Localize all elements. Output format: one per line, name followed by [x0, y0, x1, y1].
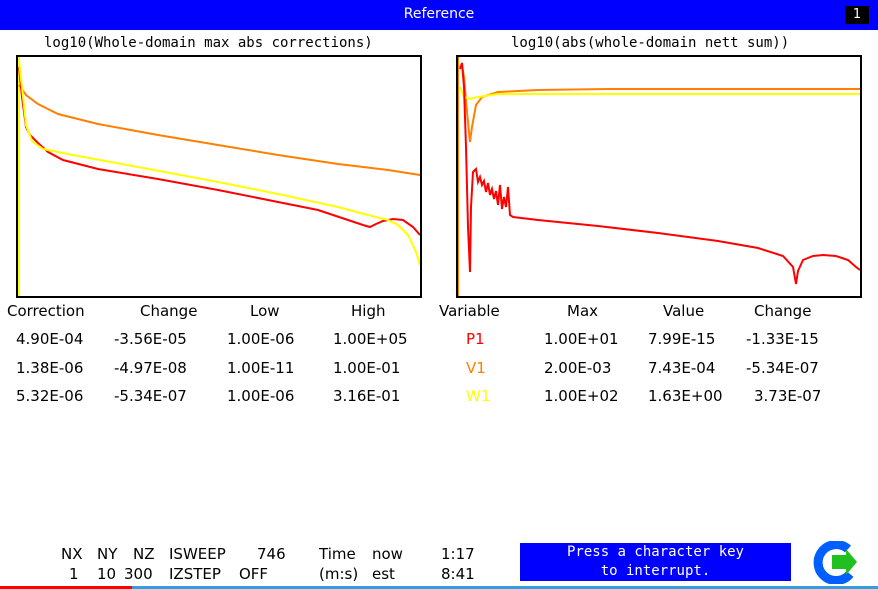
- interrupt-message-line1: Press a character key: [566, 544, 744, 560]
- status-isweep-value: 746: [257, 545, 286, 563]
- corrections-cell: -5.34E-07: [114, 387, 187, 405]
- right-series-yellow: [459, 86, 860, 101]
- corrections-cell: -3.56E-05: [114, 330, 187, 348]
- corrections-cell: 1.00E-06: [227, 330, 295, 348]
- status-nz-label: NZ: [133, 545, 155, 563]
- variable-max: 1.00E+02: [544, 387, 619, 405]
- phoenics-logo-icon: [812, 540, 858, 585]
- status-now-label: now: [372, 545, 403, 563]
- status-izstep-value: OFF: [239, 565, 269, 583]
- variable-change: -1.33E-15: [746, 330, 819, 348]
- status-nx-label: NX: [61, 545, 83, 563]
- bottom-line-blue: [132, 586, 878, 589]
- corrections-cell: 1.00E-06: [227, 387, 295, 405]
- status-now-value: 1:17: [441, 545, 475, 563]
- window-title: Reference: [403, 6, 475, 22]
- status-izstep-label: IZSTEP: [169, 565, 221, 583]
- corrections-cell: -4.97E-08: [114, 359, 187, 377]
- interrupt-message-line2: to interrupt.: [600, 563, 711, 579]
- variable-name-w1: W1: [466, 387, 491, 405]
- left-series-yellow: [18, 61, 420, 266]
- status-isweep-label: ISWEEP: [169, 545, 226, 563]
- left-series-red: [18, 66, 420, 236]
- corrections-header-correction: Correction: [7, 302, 85, 320]
- corrections-cell: 3.16E-01: [333, 387, 401, 405]
- corrections-header-change: Change: [140, 302, 198, 320]
- variables-header-value: Value: [663, 302, 705, 320]
- variable-change: 3.73E-07: [754, 387, 822, 405]
- corrections-cell: 1.38E-06: [16, 359, 84, 377]
- left-series-orange: [18, 84, 420, 176]
- status-time-label: Time: [319, 545, 356, 563]
- variables-header-max: Max: [567, 302, 599, 320]
- variable-max: 1.00E+01: [544, 330, 619, 348]
- variable-name-p1: P1: [466, 330, 485, 348]
- left-plot-title: log10(Whole-domain max abs corrections): [44, 35, 373, 51]
- right-series-red: [459, 62, 860, 285]
- variable-value: 7.99E-15: [648, 330, 716, 348]
- right-series-orange: [459, 62, 860, 143]
- corrections-cell: 1.00E-01: [333, 359, 401, 377]
- variable-value: 1.63E+00: [648, 387, 723, 405]
- corrections-header-low: Low: [250, 302, 280, 320]
- status-nx-value: 1: [69, 565, 79, 583]
- corrections-cell: 4.90E-04: [16, 330, 84, 348]
- corrections-cell: 1.00E-11: [227, 359, 295, 377]
- variable-value: 7.43E-04: [648, 359, 716, 377]
- window-number-badge: 1: [845, 6, 869, 24]
- corrections-cell: 1.00E+05: [333, 330, 408, 348]
- variable-max: 2.00E-03: [544, 359, 612, 377]
- left-plot-canvas: [18, 57, 420, 296]
- variable-change: -5.34E-07: [746, 359, 819, 377]
- corrections-cell: 5.32E-06: [16, 387, 84, 405]
- bottom-line-red: [0, 586, 132, 589]
- interrupt-message[interactable]: Press a character key to interrupt.: [520, 543, 791, 581]
- corrections-header-high: High: [351, 302, 386, 320]
- variables-header-change: Change: [754, 302, 812, 320]
- right-plot: [456, 55, 862, 298]
- status-est-label: est: [372, 565, 395, 583]
- right-plot-canvas: [458, 57, 860, 296]
- status-nz-value: 300: [124, 565, 153, 583]
- right-plot-title: log10(abs(whole-domain nett sum)): [511, 35, 790, 51]
- status-est-value: 8:41: [441, 565, 475, 583]
- left-plot: [16, 55, 422, 298]
- status-ny-value: 10: [97, 565, 117, 583]
- status-ms-label: (m:s): [319, 565, 359, 583]
- variables-header-variable: Variable: [439, 302, 500, 320]
- variable-name-v1: V1: [466, 359, 486, 377]
- status-ny-label: NY: [97, 545, 118, 563]
- title-bar: Reference 1: [0, 0, 878, 30]
